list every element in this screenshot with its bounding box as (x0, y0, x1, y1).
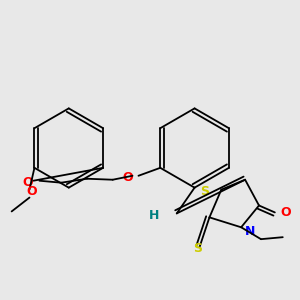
Text: S: S (200, 185, 209, 198)
Text: H: H (148, 209, 159, 222)
Text: O: O (122, 171, 133, 184)
Text: S: S (193, 242, 202, 255)
Text: O: O (26, 184, 37, 198)
Text: O: O (23, 176, 33, 189)
Text: N: N (245, 225, 256, 238)
Text: O: O (281, 206, 291, 219)
